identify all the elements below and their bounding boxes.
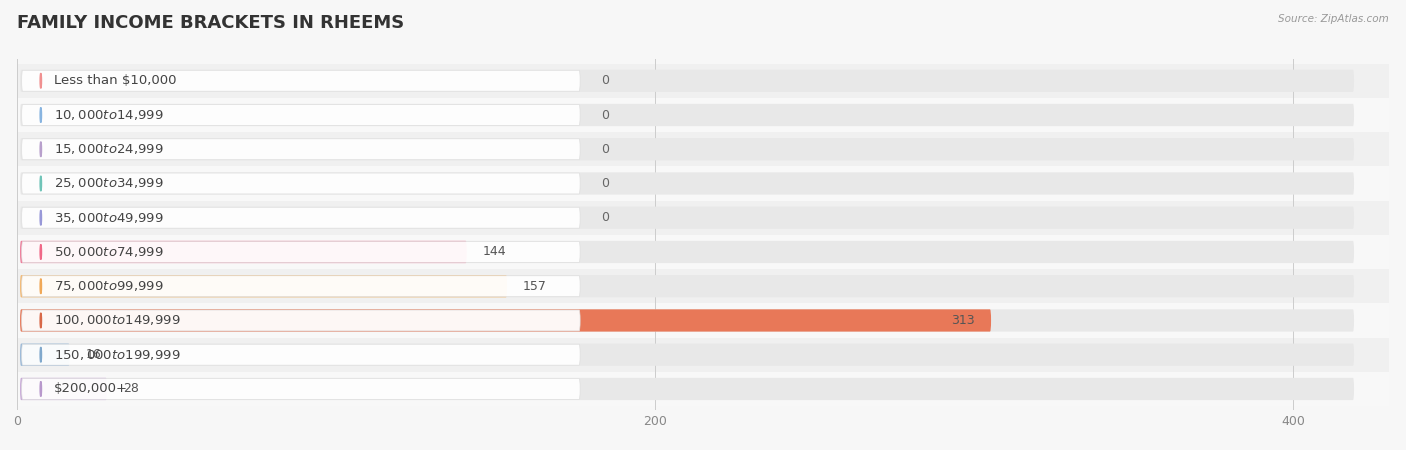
Text: 16: 16 — [86, 348, 101, 361]
FancyBboxPatch shape — [20, 344, 1354, 366]
FancyBboxPatch shape — [20, 138, 1354, 160]
Text: Less than $10,000: Less than $10,000 — [55, 74, 177, 87]
FancyBboxPatch shape — [21, 310, 581, 331]
Text: $75,000 to $99,999: $75,000 to $99,999 — [55, 279, 165, 293]
FancyBboxPatch shape — [20, 241, 1354, 263]
Bar — [17, 372, 1389, 406]
Text: 28: 28 — [122, 382, 139, 396]
FancyBboxPatch shape — [20, 344, 70, 366]
Bar — [17, 63, 1389, 98]
FancyBboxPatch shape — [21, 276, 581, 297]
Text: $150,000 to $199,999: $150,000 to $199,999 — [55, 348, 181, 362]
Text: 0: 0 — [600, 108, 609, 122]
FancyBboxPatch shape — [20, 104, 1354, 126]
Text: 157: 157 — [523, 280, 547, 292]
FancyBboxPatch shape — [20, 275, 1354, 297]
FancyBboxPatch shape — [21, 378, 581, 400]
FancyBboxPatch shape — [21, 207, 581, 228]
Text: Source: ZipAtlas.com: Source: ZipAtlas.com — [1278, 14, 1389, 23]
FancyBboxPatch shape — [20, 70, 1354, 92]
FancyBboxPatch shape — [20, 241, 467, 263]
Bar — [17, 338, 1389, 372]
Bar — [17, 303, 1389, 338]
FancyBboxPatch shape — [21, 139, 581, 160]
Bar — [17, 269, 1389, 303]
FancyBboxPatch shape — [21, 242, 581, 262]
FancyBboxPatch shape — [20, 172, 1354, 194]
Text: $100,000 to $149,999: $100,000 to $149,999 — [55, 314, 181, 328]
Bar — [17, 235, 1389, 269]
FancyBboxPatch shape — [20, 275, 508, 297]
Bar — [17, 201, 1389, 235]
Text: $25,000 to $34,999: $25,000 to $34,999 — [55, 176, 165, 190]
FancyBboxPatch shape — [20, 378, 1354, 400]
Bar — [17, 132, 1389, 166]
FancyBboxPatch shape — [20, 378, 107, 400]
FancyBboxPatch shape — [21, 104, 581, 126]
Text: $50,000 to $74,999: $50,000 to $74,999 — [55, 245, 165, 259]
Text: $35,000 to $49,999: $35,000 to $49,999 — [55, 211, 165, 225]
Text: FAMILY INCOME BRACKETS IN RHEEMS: FAMILY INCOME BRACKETS IN RHEEMS — [17, 14, 404, 32]
Text: 0: 0 — [600, 143, 609, 156]
Text: 313: 313 — [952, 314, 976, 327]
Bar — [17, 98, 1389, 132]
Text: 0: 0 — [600, 177, 609, 190]
Text: 144: 144 — [482, 246, 506, 258]
Text: $200,000+: $200,000+ — [55, 382, 128, 396]
FancyBboxPatch shape — [20, 309, 1354, 332]
Bar — [17, 166, 1389, 201]
FancyBboxPatch shape — [20, 309, 991, 332]
FancyBboxPatch shape — [21, 70, 581, 91]
Text: $10,000 to $14,999: $10,000 to $14,999 — [55, 108, 165, 122]
Text: $15,000 to $24,999: $15,000 to $24,999 — [55, 142, 165, 156]
FancyBboxPatch shape — [20, 207, 1354, 229]
FancyBboxPatch shape — [21, 173, 581, 194]
FancyBboxPatch shape — [21, 344, 581, 365]
Text: 0: 0 — [600, 74, 609, 87]
Text: 0: 0 — [600, 211, 609, 224]
